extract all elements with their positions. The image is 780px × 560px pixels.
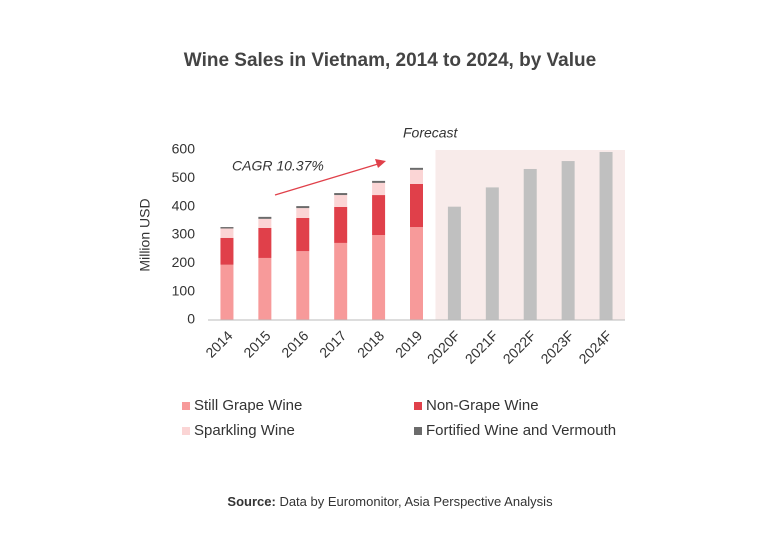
- bar-segment: [258, 216, 272, 219]
- x-tick-label: 2023F: [537, 327, 576, 366]
- legend-label: Still Grape Wine: [194, 397, 302, 414]
- legend-swatch: [182, 402, 190, 410]
- bar-segment: [296, 206, 310, 209]
- legend-label: Fortified Wine and Vermouth: [426, 422, 616, 439]
- chart-title: Wine Sales in Vietnam, 2014 to 2024, by …: [184, 50, 596, 71]
- bar-segment: [334, 195, 348, 207]
- bar-segment: [372, 195, 386, 235]
- bar-segment: [410, 167, 423, 170]
- bar-segment: [372, 235, 386, 320]
- forecast-bar: [523, 168, 537, 320]
- bar-segment: [220, 237, 234, 265]
- x-tick-label: 2015: [240, 327, 273, 360]
- forecast-bar: [561, 161, 575, 320]
- bar-segment: [410, 227, 423, 320]
- bar-segment: [410, 169, 423, 184]
- legend-swatch: [182, 427, 190, 435]
- annotation: CAGR 10.37%: [232, 158, 324, 174]
- forecast-bar: [485, 187, 499, 320]
- y-tick-label: 0: [187, 311, 195, 327]
- source-text: Data by Euromonitor, Asia Perspective An…: [279, 494, 553, 509]
- x-tick-label: 2024F: [575, 327, 614, 366]
- x-tick-label: 2017: [316, 327, 349, 360]
- bar-segment: [410, 184, 423, 228]
- y-tick-label: 400: [172, 197, 196, 213]
- legend-label: Sparkling Wine: [194, 422, 295, 439]
- bar-segment: [258, 227, 272, 258]
- bar-segment: [258, 257, 272, 320]
- y-tick-label: 100: [172, 282, 196, 298]
- bar-segment: [372, 180, 386, 183]
- legend-swatch: [414, 427, 422, 435]
- y-tick-label: 200: [172, 254, 196, 270]
- x-tick-label: 2014: [202, 327, 235, 360]
- bar-segment: [334, 206, 348, 243]
- x-tick-label: 2020F: [424, 327, 463, 366]
- arrow-head: [375, 159, 386, 168]
- x-tick-label: 2016: [278, 327, 311, 360]
- x-tick-label: 2021F: [462, 327, 501, 366]
- forecast-label: Forecast: [403, 125, 459, 141]
- x-tick-label: 2019: [392, 327, 425, 360]
- bar-segment: [334, 242, 348, 320]
- bar-segment: [296, 218, 310, 252]
- bar-segment: [258, 218, 272, 228]
- source: Source: Data by Euromonitor, Asia Perspe…: [227, 494, 553, 509]
- bar-segment: [296, 251, 310, 320]
- y-axis-label: Million USD: [137, 198, 153, 271]
- y-tick-label: 600: [172, 141, 196, 157]
- bar-segment: [220, 228, 234, 238]
- forecast-bar: [447, 206, 461, 320]
- source-label: Source:: [227, 494, 275, 509]
- y-tick-label: 500: [172, 169, 196, 185]
- x-tick-label: 2022F: [500, 327, 539, 366]
- bar-segment: [334, 193, 348, 196]
- bar-segment: [220, 264, 234, 320]
- legend-swatch: [414, 402, 422, 410]
- legend-label: Non-Grape Wine: [426, 397, 539, 414]
- bar-segment: [296, 208, 310, 218]
- y-tick-label: 300: [172, 226, 196, 242]
- bar-segment: [372, 182, 386, 196]
- x-tick-label: 2018: [354, 327, 387, 360]
- forecast-bar: [599, 151, 613, 320]
- arrow-line: [274, 163, 379, 196]
- bar-segment: [220, 227, 234, 229]
